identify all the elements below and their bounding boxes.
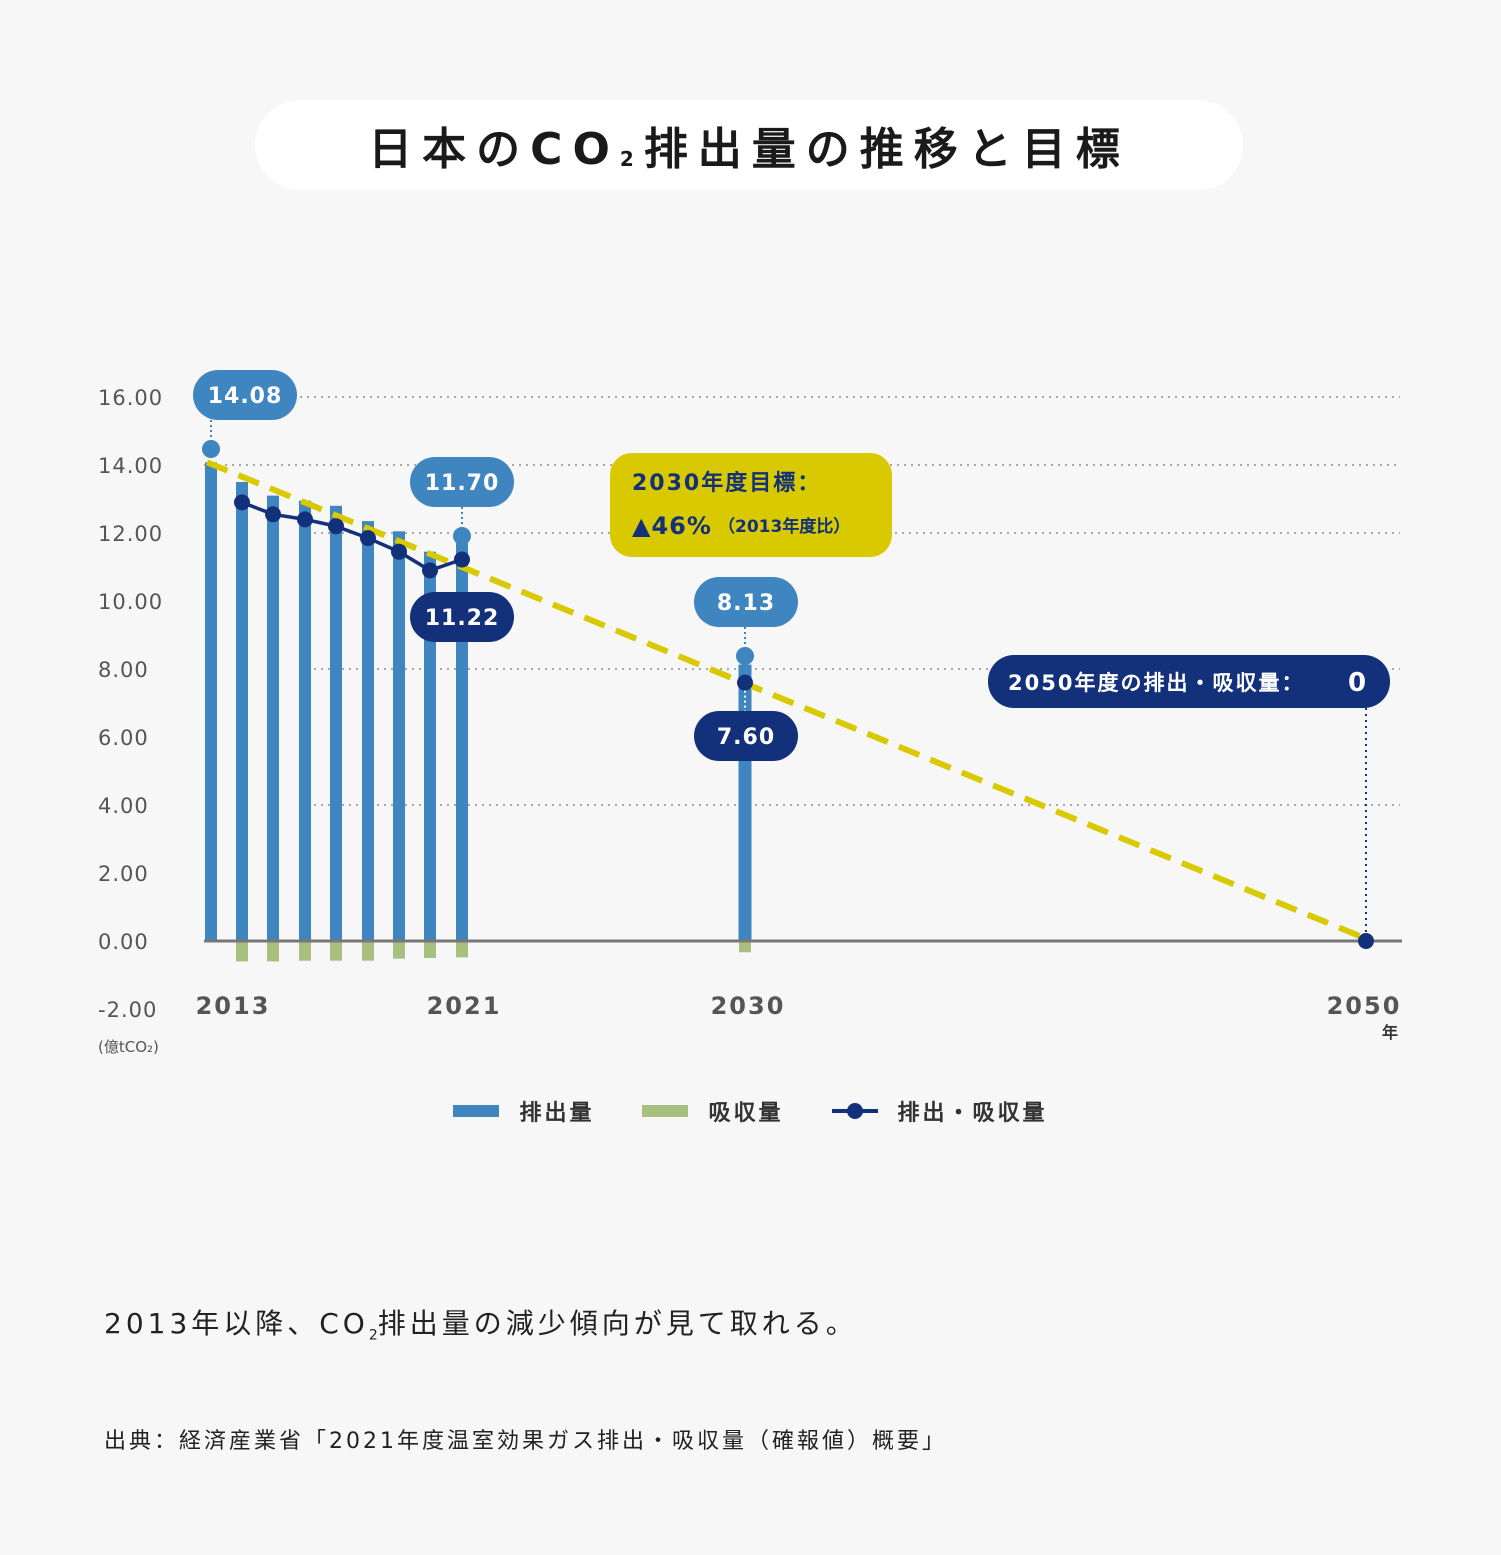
emission-bar	[205, 462, 217, 941]
legend-label-absorption: 吸収量	[708, 1101, 784, 1126]
legend: 排出量 吸収量 排出・吸収量	[0, 1095, 1501, 1127]
legend-label-net: 排出・吸収量	[897, 1101, 1048, 1126]
net-point	[391, 543, 407, 560]
co2-chart: 16.00 14.00 12.00 10.00 8.00 6.00 4.00 2.00 0.00…	[98, 370, 1402, 1056]
emission-bar	[424, 551, 436, 941]
value-marker	[736, 647, 754, 665]
legend-item-net: 排出・吸収量	[831, 1095, 1048, 1127]
value-label: 8.13	[717, 591, 775, 616]
value-label-pill	[694, 711, 798, 761]
value-label-pill	[193, 370, 297, 420]
source-note: 出典：経済産業省「2021年度温室効果ガス排出・吸収量（確報値）概要」	[104, 1429, 947, 1454]
x-axis-unit: 年	[1382, 1023, 1398, 1042]
target-2030-title: 2030年度目標：	[632, 470, 821, 496]
net-point	[360, 530, 376, 547]
caption: 2013年以降、CO2排出量の減少傾向が見て取れる。	[104, 1307, 858, 1344]
y-tick-label: 14.00	[98, 454, 163, 478]
absorption-bar	[739, 941, 751, 953]
value-marker	[202, 440, 220, 458]
value-label-pill	[410, 457, 514, 507]
legend-line-net	[831, 1100, 878, 1122]
page-title: 日本のCO2 排出量の推移と目標	[368, 124, 1130, 175]
net-point	[454, 551, 470, 568]
emission-bar	[267, 495, 279, 941]
absorption-bar	[236, 941, 248, 962]
emission-bar	[236, 482, 248, 941]
emission-bar	[299, 500, 311, 941]
absorption-bar	[424, 941, 436, 958]
y-tick-label: 2.00	[98, 862, 149, 886]
target-2050-pill	[988, 655, 1390, 708]
net-point	[265, 506, 281, 523]
value-label: 7.60	[717, 725, 775, 750]
y-tick-label: 16.00	[98, 386, 163, 410]
absorption-bar	[362, 941, 374, 961]
target-2050-text: 2050年度の排出・吸収量：	[1008, 671, 1304, 695]
legend-label-emissions: 排出量	[519, 1101, 595, 1126]
target-2050-value: 0	[1348, 668, 1366, 698]
net-point	[297, 511, 313, 528]
target-trend-line	[205, 459, 1364, 940]
y-axis-unit: (億tCO₂)	[98, 1038, 159, 1056]
y-tick-label: 10.00	[98, 590, 163, 614]
emission-bar	[456, 543, 468, 941]
y-tick-label: 12.00	[98, 522, 163, 546]
y-tick-label: 6.00	[98, 726, 149, 750]
y-tick-label: 8.00	[98, 658, 149, 682]
y-tick-label: 4.00	[98, 794, 149, 818]
value-label-pill	[694, 577, 798, 627]
net-point	[737, 674, 753, 691]
x-tick-label: 2050	[1327, 992, 1402, 1020]
target-2030-basis: （2013年度比）	[718, 516, 850, 537]
absorption-bar	[267, 941, 279, 962]
absorption-bar	[456, 941, 468, 958]
x-tick-label: 2030	[711, 992, 786, 1020]
y-tick-label: -2.00	[98, 998, 157, 1022]
emission-bar	[330, 505, 342, 941]
legend-swatch-absorption	[642, 1105, 689, 1117]
value-label: 14.08	[208, 384, 283, 409]
value-label: 11.70	[425, 471, 500, 496]
x-tick-label: 2021	[427, 992, 502, 1020]
legend-item-absorption: 吸収量	[642, 1095, 783, 1127]
emission-bar	[362, 521, 374, 941]
target-2030-box	[610, 453, 892, 557]
x-tick-label: 2013	[196, 992, 271, 1020]
title-banner: 日本のCO2 排出量の推移と目標	[255, 100, 1243, 190]
value-marker	[453, 527, 471, 545]
absorption-bar	[393, 941, 405, 959]
target-2030-value: ▲46%	[632, 512, 712, 540]
net-point	[422, 562, 438, 579]
absorption-bar	[299, 941, 311, 961]
y-tick-label: 0.00	[98, 930, 149, 954]
legend-item-emissions: 排出量	[453, 1095, 594, 1127]
emission-bar	[393, 531, 405, 941]
absorption-bar	[330, 941, 342, 961]
value-label: 11.22	[425, 606, 500, 631]
net-point	[1358, 933, 1374, 949]
value-label-pill	[410, 592, 514, 642]
net-point	[328, 518, 344, 535]
net-point	[234, 494, 250, 511]
legend-swatch-emissions	[453, 1105, 500, 1117]
